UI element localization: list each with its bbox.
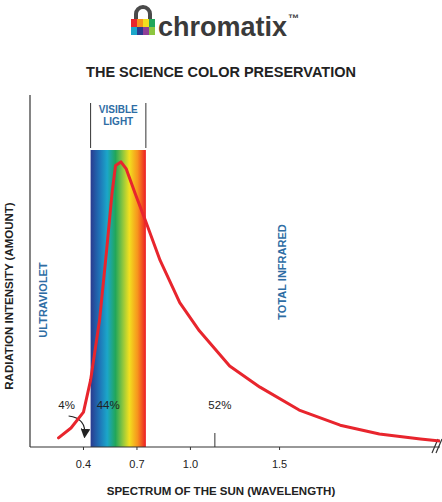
chart: chromatix™ THE SCIENCE COLOR PRESERVATION… [0,0,442,502]
x-tick [190,447,191,450]
band-bracket [145,103,146,148]
logo: chromatix™ [131,7,299,42]
logo-shackle [136,7,150,20]
band-label-line: VISIBLE [99,104,138,115]
x-tick [136,447,137,450]
y-axis-label: RADIATION INTENSITY (AMOUNT) [3,202,15,390]
band-bracket [90,103,91,148]
logo-tile [131,19,137,27]
logo-tile [137,19,143,27]
ultraviolet-label: ULTRAVIOLET [37,262,49,338]
band-label-line: LIGHT [103,116,133,127]
infrared-label: TOTAL INFRARED [276,224,288,319]
logo-tile [143,27,149,35]
x-tick-label: 1.0 [183,458,198,470]
logo-tile [149,27,155,35]
intensity-curve [59,162,440,441]
logo-text: chromatix [158,12,287,42]
x-tick [83,447,84,450]
x-axis-label: SPECTRUM OF THE SUN (WAVELENGTH) [107,485,336,497]
visible-band [91,150,146,447]
x-tick-label: 1.5 [272,458,287,470]
x-tick-label: 0.7 [129,458,144,470]
logo-tile [149,19,155,27]
x-tick-label: 0.4 [76,458,91,470]
x-tick [279,447,280,450]
logo-mark: ™ [288,12,299,24]
divider-tick [214,433,215,447]
y-axis [29,95,30,447]
plot-area [59,162,440,441]
band-label: VISIBLELIGHT [99,104,138,127]
share-label: 44% [97,399,120,411]
share-label: 52% [208,399,231,411]
logo-tile [131,27,137,35]
title: THE SCIENCE COLOR PRESERVATION [86,64,356,80]
x-axis [30,446,440,447]
logo-tile [137,27,143,35]
logo-tile [143,19,149,27]
share-label: 4% [58,399,75,411]
